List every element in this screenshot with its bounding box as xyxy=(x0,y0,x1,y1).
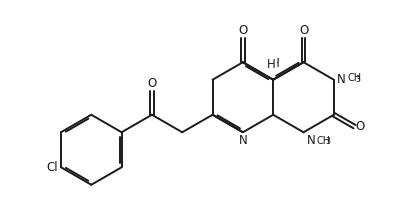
Text: O: O xyxy=(356,120,365,133)
Text: N: N xyxy=(337,73,346,86)
Text: CH: CH xyxy=(347,73,361,83)
Text: 3: 3 xyxy=(325,137,330,146)
Text: N: N xyxy=(238,134,247,147)
Text: 3: 3 xyxy=(356,74,360,84)
Text: O: O xyxy=(299,24,308,37)
Text: O: O xyxy=(238,24,248,37)
Text: H: H xyxy=(267,58,276,71)
Text: N: N xyxy=(307,134,316,147)
Text: H: H xyxy=(271,57,279,70)
Text: Cl: Cl xyxy=(46,161,58,174)
Text: O: O xyxy=(147,77,157,89)
Text: CH: CH xyxy=(317,136,331,146)
